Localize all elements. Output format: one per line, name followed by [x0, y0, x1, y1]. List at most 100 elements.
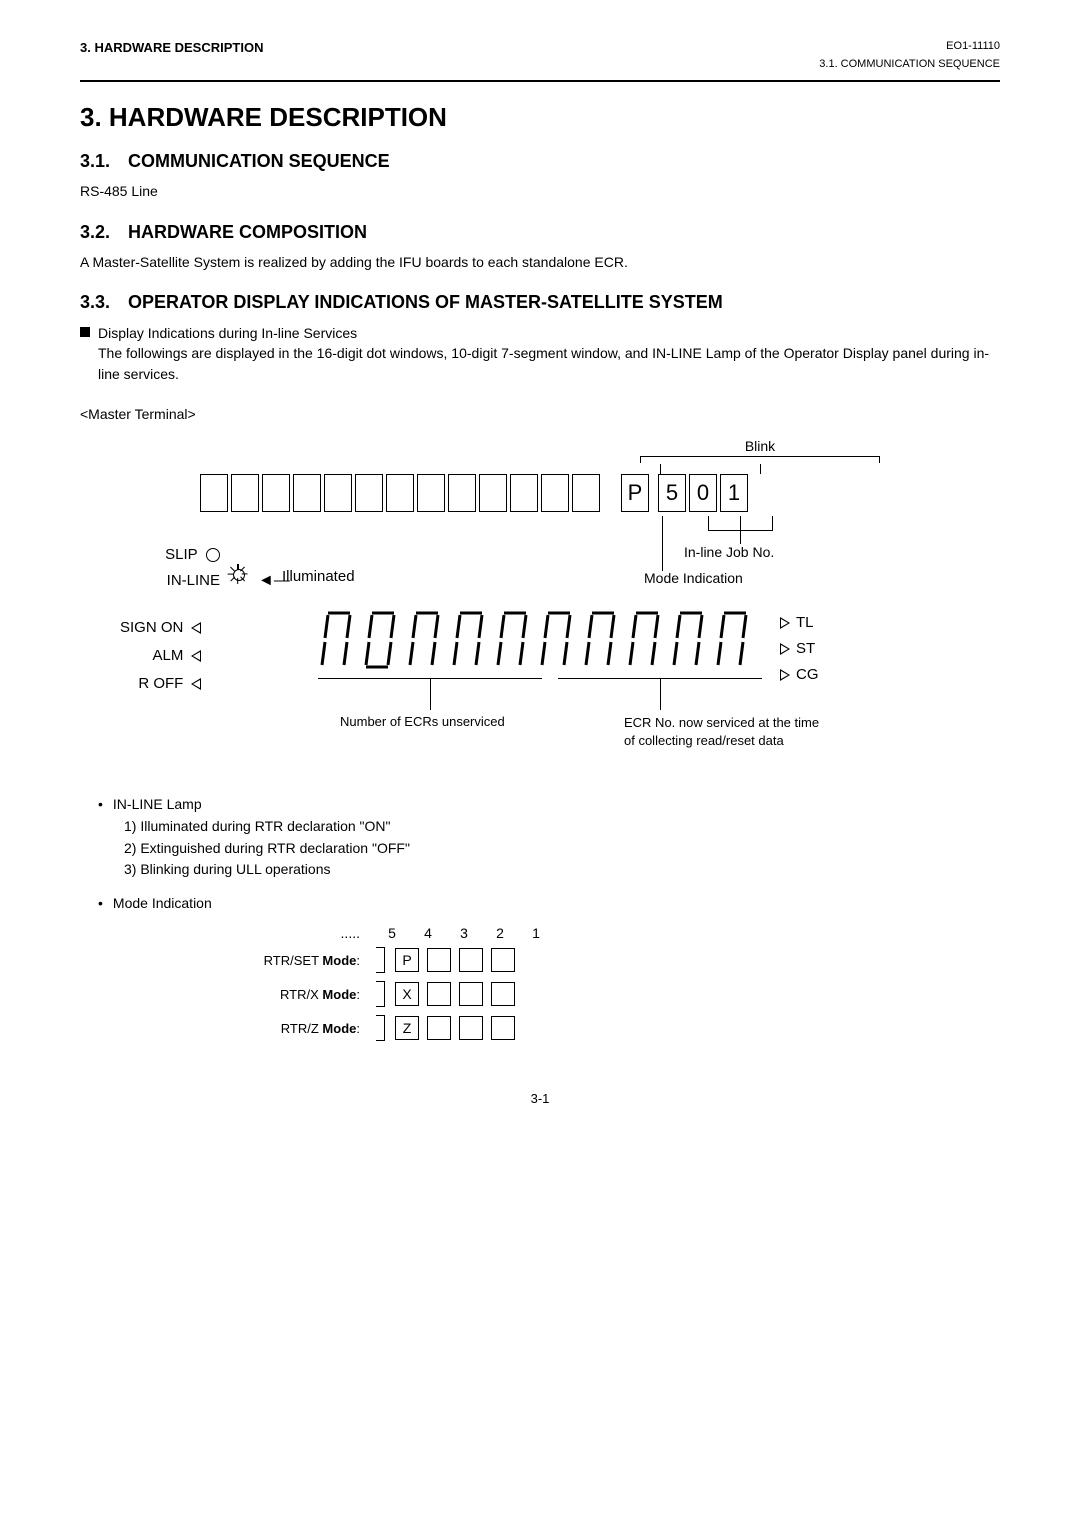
- bracket-icon: [376, 947, 385, 973]
- mode-row-label: RTR/X Mode:: [240, 987, 366, 1002]
- dot-cell: P: [621, 474, 649, 512]
- mode-cell: [491, 948, 515, 972]
- blink-label: Blink: [640, 438, 880, 454]
- mode-row-label: RTR/SET Mode:: [240, 953, 366, 968]
- header-rule: [80, 80, 1000, 82]
- dot-cell: [293, 474, 321, 512]
- mode-cell: [491, 1016, 515, 1040]
- dot-cell: [386, 474, 414, 512]
- seven-seg-digit: [452, 610, 486, 670]
- dot-cell: [510, 474, 538, 512]
- indicator-label: CG: [796, 662, 819, 688]
- seven-seg-digit: [540, 610, 574, 670]
- connector-line: [660, 678, 661, 710]
- seven-seg-row: [320, 610, 750, 670]
- dot-cell: [572, 474, 600, 512]
- triangle-right-icon: [780, 617, 790, 629]
- dot-cell: [448, 474, 476, 512]
- right-indicator-col: TL ST CG: [780, 610, 819, 688]
- mode-cell: P: [395, 948, 419, 972]
- connector-line: [660, 464, 661, 474]
- seven-seg-digit: [320, 610, 354, 670]
- caption-ecr-no: ECR No. now serviced at the time of coll…: [624, 714, 884, 749]
- mode-row: RTR/Z Mode: Z: [240, 1015, 1000, 1041]
- connector-line: [760, 464, 761, 474]
- inline-job-label: In-line Job No.: [684, 544, 774, 560]
- mode-row: RTR/X Mode: X: [240, 981, 1000, 1007]
- col-head: 2: [482, 925, 518, 941]
- triangle-left-icon: [191, 650, 201, 662]
- mode-indication-heading: Mode Indication: [98, 895, 1000, 911]
- square-bullet-item: Display Indications during In-line Servi…: [80, 323, 1000, 384]
- mode-cell: [427, 948, 451, 972]
- mode-table-cols: ..... 5 4 3 2 1: [240, 925, 1000, 941]
- dot-cell: [262, 474, 290, 512]
- bracket-icon: [376, 981, 385, 1007]
- indicator-label: ALM: [153, 642, 184, 670]
- triangle-left-icon: [191, 678, 201, 690]
- square-bullet-icon: [80, 327, 90, 337]
- dot-cell: [200, 474, 228, 512]
- section-text: HARDWARE COMPOSITION: [128, 222, 367, 242]
- dot-cell: [541, 474, 569, 512]
- caption-line: ECR No. now serviced at the time: [624, 715, 819, 730]
- dot-cell: 1: [720, 474, 748, 512]
- inline-lamp-list: 1) Illuminated during RTR declaration "O…: [124, 816, 1000, 881]
- lamp-on-icon: [228, 564, 248, 584]
- running-header: 3. HARDWARE DESCRIPTION EO1-11110 3.1. C…: [80, 40, 1000, 70]
- list-item: 3) Blinking during ULL operations: [124, 859, 1000, 881]
- header-section-ref: 3.1. COMMUNICATION SEQUENCE: [819, 58, 1000, 70]
- dot-cell: [324, 474, 352, 512]
- page-number: 3-1: [80, 1091, 1000, 1106]
- mode-cell: [427, 982, 451, 1006]
- seven-seg-digit: [584, 610, 618, 670]
- left-indicator-col: SIGN ON ALM R OFF: [120, 614, 201, 698]
- section-3-1-title: 3.1.COMMUNICATION SEQUENCE: [80, 151, 1000, 172]
- bullet-title: Display Indications during In-line Servi…: [98, 325, 357, 341]
- mode-cell: X: [395, 982, 419, 1006]
- mode-cell: [459, 982, 483, 1006]
- header-left: 3. HARDWARE DESCRIPTION: [80, 40, 263, 55]
- mode-cell: Z: [395, 1016, 419, 1040]
- page: 3. HARDWARE DESCRIPTION EO1-11110 3.1. C…: [0, 0, 1080, 1146]
- caption-unserviced: Number of ECRs unserviced: [340, 714, 505, 729]
- bullet-content: Display Indications during In-line Servi…: [98, 323, 1000, 384]
- section-3-2-title: 3.2.HARDWARE COMPOSITION: [80, 222, 1000, 243]
- header-right: EO1-11110 3.1. COMMUNICATION SEQUENCE: [819, 40, 1000, 70]
- col-head: 5: [374, 925, 410, 941]
- indicator-label: SIGN ON: [120, 614, 183, 642]
- seven-seg-digit: [496, 610, 530, 670]
- dot-cell: 5: [658, 474, 686, 512]
- illuminated-label: Illuminated: [282, 568, 355, 585]
- dot-cell: [355, 474, 383, 512]
- col-head: 3: [446, 925, 482, 941]
- bracket-icon: [376, 1015, 385, 1041]
- dot-cell: 0: [689, 474, 717, 512]
- mode-cell: [427, 1016, 451, 1040]
- dot-cell: [231, 474, 259, 512]
- mode-row-label: RTR/Z Mode:: [240, 1021, 366, 1036]
- dot-window-row: P501: [200, 474, 751, 512]
- inline-lamp-heading: IN-LINE Lamp: [98, 796, 1000, 812]
- dot-cell: [417, 474, 445, 512]
- section-num: 3.3.: [80, 292, 128, 313]
- inline-label: IN-LINE: [167, 572, 220, 589]
- caption-line: of collecting read/reset data: [624, 733, 784, 748]
- mode-table: ..... 5 4 3 2 1 RTR/SET Mode: P RTR/X Mode…: [240, 925, 1000, 1041]
- dot-cell: [479, 474, 507, 512]
- indicator-label: R OFF: [138, 670, 183, 698]
- section-3-1-body: RS-485 Line: [80, 182, 1000, 202]
- triangle-right-icon: [780, 643, 790, 655]
- section-num: 3.1.: [80, 151, 128, 172]
- triangle-left-icon: [191, 622, 201, 634]
- connector-line: [708, 516, 709, 530]
- mode-row: RTR/SET Mode: P: [240, 947, 1000, 973]
- section-3-2-body: A Master-Satellite System is realized by…: [80, 253, 1000, 273]
- connector-line: [740, 530, 741, 544]
- bullet-body: The followings are displayed in the 16-d…: [98, 345, 989, 381]
- chapter-title: 3. HARDWARE DESCRIPTION: [80, 102, 1000, 133]
- slip-label: SLIP: [165, 546, 198, 563]
- triangle-right-icon: [780, 669, 790, 681]
- seven-seg-digit: [672, 610, 706, 670]
- section-3-3-title: 3.3.OPERATOR DISPLAY INDICATIONS OF MAST…: [80, 292, 1000, 313]
